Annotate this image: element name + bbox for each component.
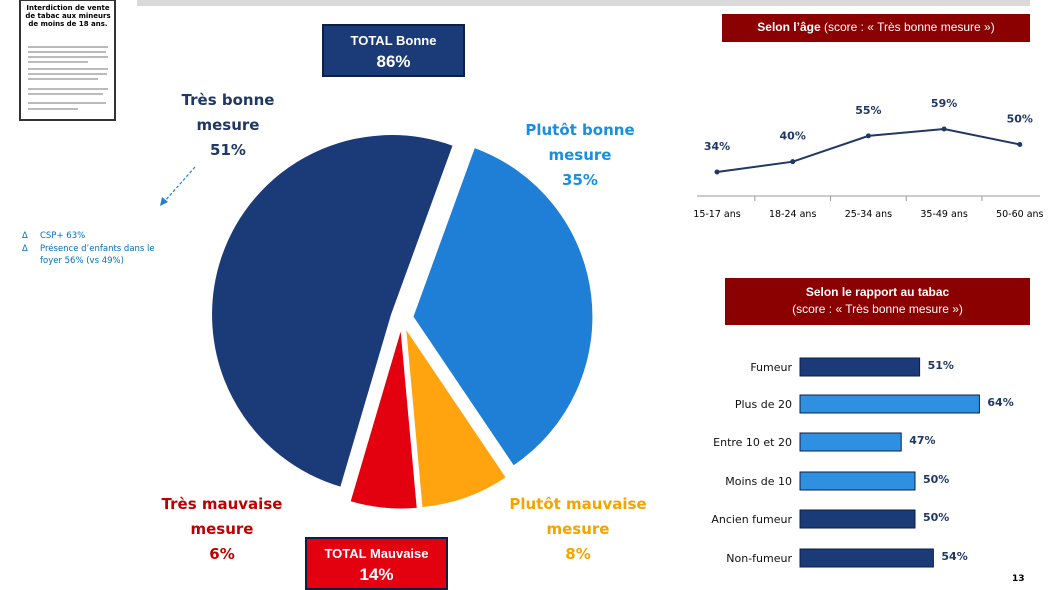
- bar: [800, 549, 933, 567]
- total-value: 86%: [324, 50, 463, 74]
- value-label: 47%: [909, 434, 935, 447]
- value-label: 34%: [704, 140, 730, 153]
- pie-label: Très bonne mesure: [153, 88, 303, 138]
- subtitle: (score : « Très bonne mesure »): [824, 20, 995, 34]
- pie-value-label: 35%: [505, 168, 655, 193]
- pie-value-label: 8%: [503, 542, 653, 567]
- pie-value-label: 6%: [147, 542, 297, 567]
- category-label: Entre 10 et 20: [713, 436, 792, 449]
- pie-value-label: 51%: [153, 138, 303, 163]
- arrow: [164, 167, 195, 202]
- category-label: Moins de 10: [725, 475, 792, 488]
- category-label: Ancien fumeur: [711, 513, 792, 526]
- x-tick-label: 35-49 ans: [920, 209, 967, 220]
- page-number: 13: [1012, 574, 1025, 584]
- note-text: CSP+ 63%: [40, 230, 160, 242]
- subtitle: (score : « Très bonne mesure »): [792, 302, 963, 316]
- total-value: 14%: [307, 563, 446, 587]
- bar: [800, 395, 979, 413]
- bar: [800, 472, 915, 490]
- value-label: 40%: [780, 130, 806, 143]
- total-label: TOTAL Bonne: [324, 32, 463, 50]
- x-tick-label: 18-24 ans: [769, 209, 816, 220]
- value-label: 55%: [855, 104, 881, 117]
- value-label: 64%: [987, 396, 1013, 409]
- slide: {"slide": {"thumbnail_title": "Interdict…: [0, 0, 1048, 590]
- thumbnail-title: Interdiction de vente de tabac aux mineu…: [24, 4, 112, 28]
- pie-label: Très mauvaise mesure: [147, 492, 297, 542]
- point: [1017, 142, 1022, 147]
- bar: [800, 433, 901, 451]
- value-label: 50%: [1007, 112, 1033, 125]
- pie-label: Plutôt bonne mesure: [505, 118, 655, 168]
- tabac-title-box: Selon le rapport au tabac (score : « Très…: [725, 278, 1030, 325]
- pie-label: Plutôt mauvaise mesure: [503, 492, 653, 542]
- value-label: 51%: [928, 359, 954, 372]
- category-label: Non-fumeur: [726, 552, 792, 565]
- bar: [800, 510, 915, 528]
- title: Selon le rapport au tabac: [806, 285, 949, 299]
- category-label: Plus de 20: [735, 398, 792, 411]
- point: [866, 133, 871, 138]
- title: Selon l’âge: [757, 20, 820, 34]
- age-title-box: Selon l’âge (score : « Très bonne mesure…: [722, 14, 1030, 42]
- value-label: 59%: [931, 97, 957, 110]
- bar: [800, 358, 920, 376]
- value-label: 54%: [941, 550, 967, 563]
- x-tick-label: 50-60 ans: [996, 209, 1043, 220]
- top-band: [137, 0, 1030, 6]
- note-bullet: Δ: [22, 243, 40, 267]
- total-label: TOTAL Mauvaise: [307, 545, 446, 563]
- value-label: 50%: [923, 511, 949, 524]
- x-tick-label: 25-34 ans: [845, 209, 892, 220]
- category-label: Fumeur: [750, 361, 792, 374]
- value-label: 50%: [923, 473, 949, 486]
- x-tick-label: 15-17 ans: [693, 209, 740, 220]
- point: [715, 170, 720, 175]
- point: [942, 127, 947, 132]
- note-text: Présence d’enfants dans le foyer 56% (vs…: [40, 243, 160, 267]
- point: [790, 159, 795, 164]
- note-bullet: Δ: [22, 230, 40, 242]
